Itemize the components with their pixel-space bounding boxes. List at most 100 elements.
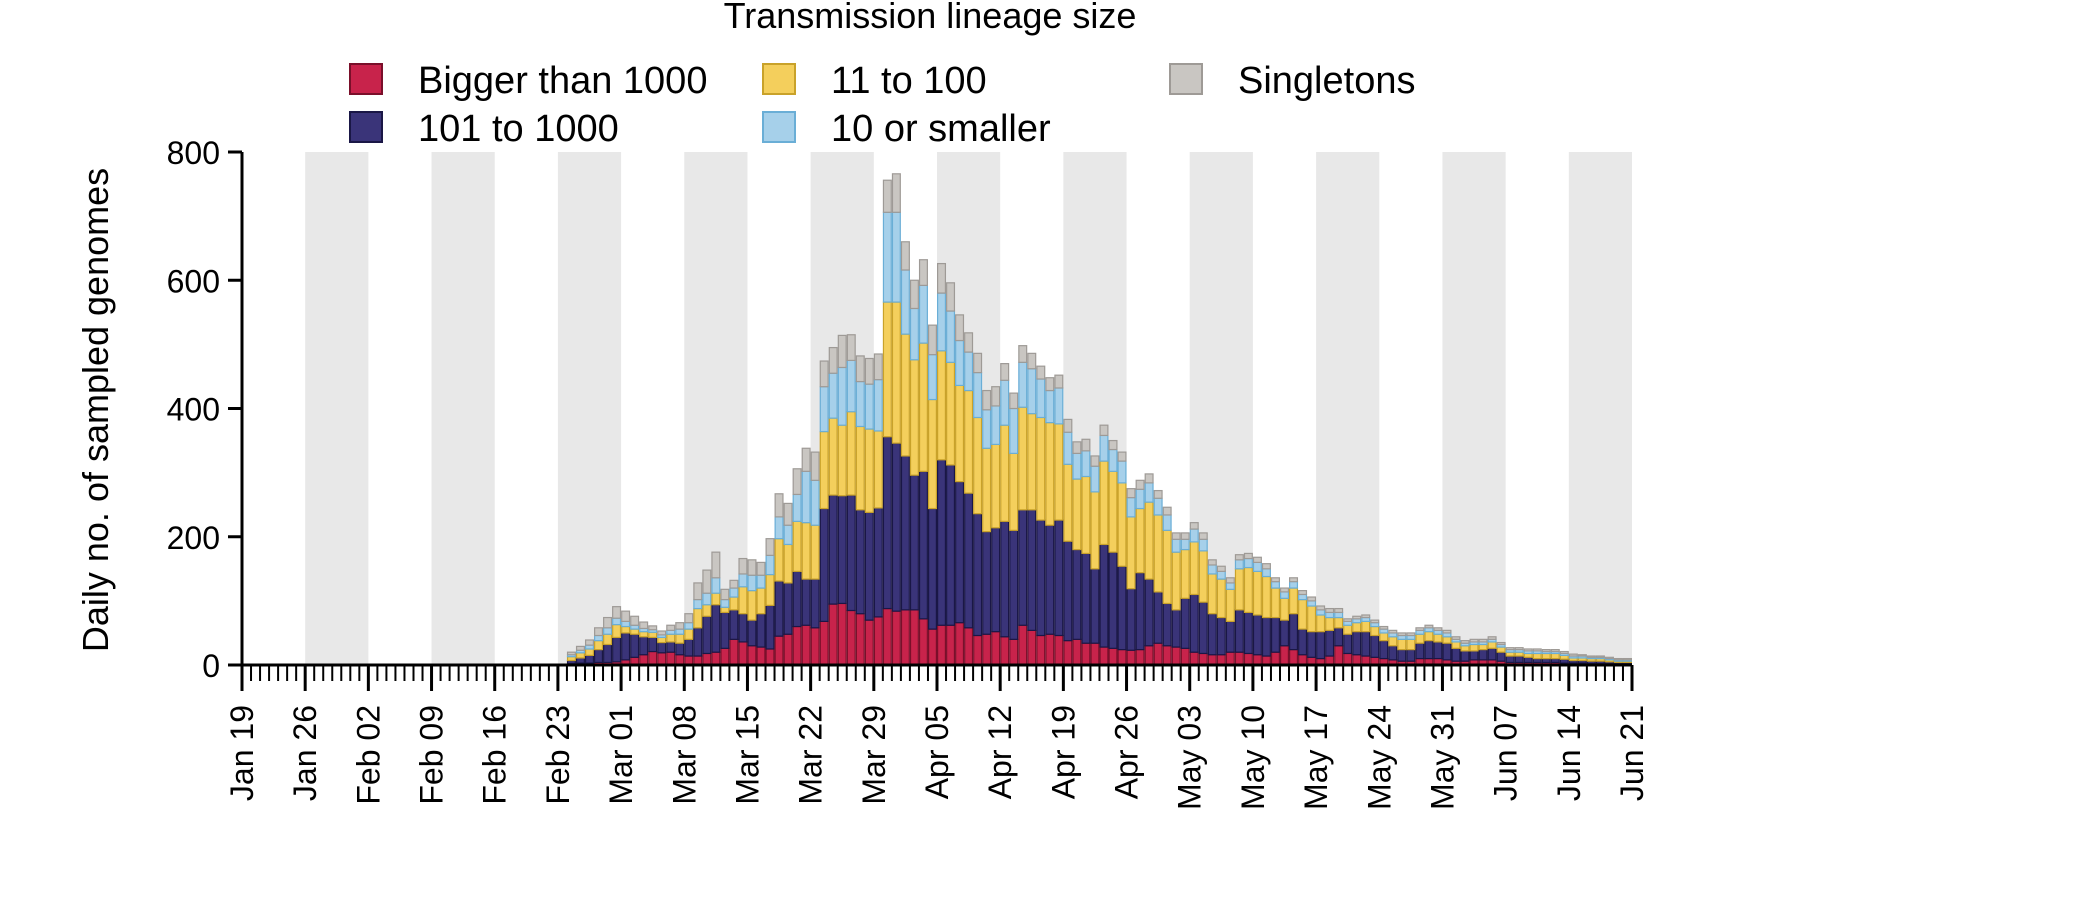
- bar-segment: [729, 609, 739, 640]
- bar-segment: [1171, 532, 1181, 540]
- bar-segment: [711, 551, 721, 579]
- bar-segment: [1523, 656, 1533, 664]
- bar-segment: [846, 411, 856, 496]
- bar-segment: [819, 620, 829, 666]
- bar-segment: [891, 442, 901, 612]
- bar-segment: [621, 620, 631, 628]
- bar-segment: [1388, 629, 1398, 634]
- legend-label: 101 to 1000: [418, 108, 619, 150]
- bar-segment: [1316, 609, 1326, 616]
- bar-segment: [891, 173, 901, 213]
- bar-segment: [1361, 620, 1371, 633]
- x-tick-label: Mar 15: [729, 705, 765, 805]
- bar-segment: [603, 643, 613, 664]
- bar-segment: [1279, 587, 1290, 593]
- bar-segment: [1198, 538, 1208, 552]
- bar-segment: [1234, 651, 1244, 666]
- x-tick-label: Feb 02: [350, 705, 386, 805]
- bar-segment: [1451, 641, 1461, 649]
- bar-segment: [936, 292, 947, 352]
- bar-segment: [1496, 646, 1506, 653]
- bar-segment: [1406, 632, 1416, 637]
- bar-segment: [927, 507, 938, 630]
- bar-segment: [1099, 543, 1109, 648]
- bar-segment: [639, 631, 649, 638]
- bar-segment: [1604, 656, 1614, 660]
- x-tick-label: May 31: [1424, 705, 1460, 810]
- bar-segment: [1135, 649, 1145, 666]
- bar-segment: [1243, 611, 1253, 655]
- bar-segment: [1090, 642, 1100, 666]
- bar-segment: [918, 470, 928, 620]
- bar-segment: [1135, 488, 1145, 510]
- bar-segment: [1081, 552, 1091, 644]
- y-tick-label: 0: [202, 648, 220, 684]
- bar-segment: [927, 324, 938, 356]
- bar-segment: [936, 350, 947, 461]
- bar-segment: [1216, 616, 1226, 656]
- x-tick-label: Mar 01: [603, 705, 639, 805]
- bar-segment: [909, 474, 919, 611]
- bar-segment: [855, 380, 865, 428]
- bar-segment: [1424, 624, 1434, 629]
- bar-segment: [1225, 620, 1235, 653]
- legend-label: Singletons: [1238, 60, 1415, 102]
- bar-segment: [1117, 451, 1127, 462]
- x-tick-label: Mar 29: [856, 705, 892, 805]
- bar-segment: [756, 587, 766, 615]
- bar-segment: [792, 493, 802, 522]
- bar-segment: [738, 641, 748, 666]
- bar-segment: [1189, 651, 1199, 666]
- axes: 0 200 400 600 800 Jan 19 Jan 26 Feb 02 Feb 09 Feb…: [167, 135, 1650, 810]
- bar-segment: [1162, 645, 1172, 666]
- bar-segment: [1469, 650, 1479, 661]
- bar-segment: [1433, 633, 1443, 643]
- bar-segment: [1171, 609, 1181, 648]
- bar-segment: [900, 455, 910, 611]
- bar-segment: [855, 613, 865, 666]
- bar-segment: [1406, 649, 1416, 662]
- bar-segment: [1072, 548, 1082, 640]
- bar-segment: [765, 604, 775, 650]
- bar-segment: [1189, 593, 1199, 653]
- bar-segment: [1261, 563, 1271, 570]
- bar-segment: [1162, 602, 1172, 647]
- bar-segment: [774, 635, 784, 666]
- bar-segment: [747, 574, 757, 592]
- bar-segment: [1406, 638, 1416, 651]
- bar-segment: [1063, 540, 1073, 642]
- bar-segment: [1279, 597, 1290, 621]
- bar-segment: [1289, 587, 1299, 615]
- bar-segment: [1018, 509, 1028, 626]
- bar-segment: [1117, 565, 1127, 651]
- bar-segment: [1081, 642, 1091, 666]
- bar-segment: [720, 606, 730, 614]
- bar-segment: [1045, 633, 1055, 666]
- bar-segment: [1099, 460, 1109, 546]
- bar-segment: [1054, 423, 1064, 521]
- bar-segment: [720, 647, 730, 666]
- bar-segment: [1216, 570, 1226, 580]
- bar-segment: [1207, 613, 1217, 656]
- bar-segment: [1054, 519, 1064, 637]
- bar-segment: [1000, 363, 1010, 381]
- bar-segment: [1307, 605, 1317, 633]
- bar-segment: [621, 632, 631, 661]
- bar-segment: [1415, 627, 1425, 631]
- bar-segment: [1252, 556, 1262, 564]
- legend-label: Bigger than 1000: [418, 60, 707, 102]
- bar-segment: [1532, 652, 1542, 660]
- bar-segment: [1135, 507, 1145, 574]
- bar-segment: [1352, 622, 1362, 633]
- bar-segment: [1252, 561, 1262, 572]
- bar-segment: [1027, 352, 1037, 370]
- x-tick-label: Feb 23: [540, 705, 576, 805]
- bar-segment: [964, 492, 974, 629]
- bar-segment: [1072, 441, 1082, 454]
- legend: Transmission lineage size Bigger than 10…: [349, 0, 1415, 150]
- bar-segment: [864, 428, 874, 513]
- bar-segment: [738, 573, 748, 588]
- bar-segment: [837, 495, 847, 605]
- bar-segment: [1261, 575, 1271, 619]
- bar-segment: [1189, 528, 1199, 543]
